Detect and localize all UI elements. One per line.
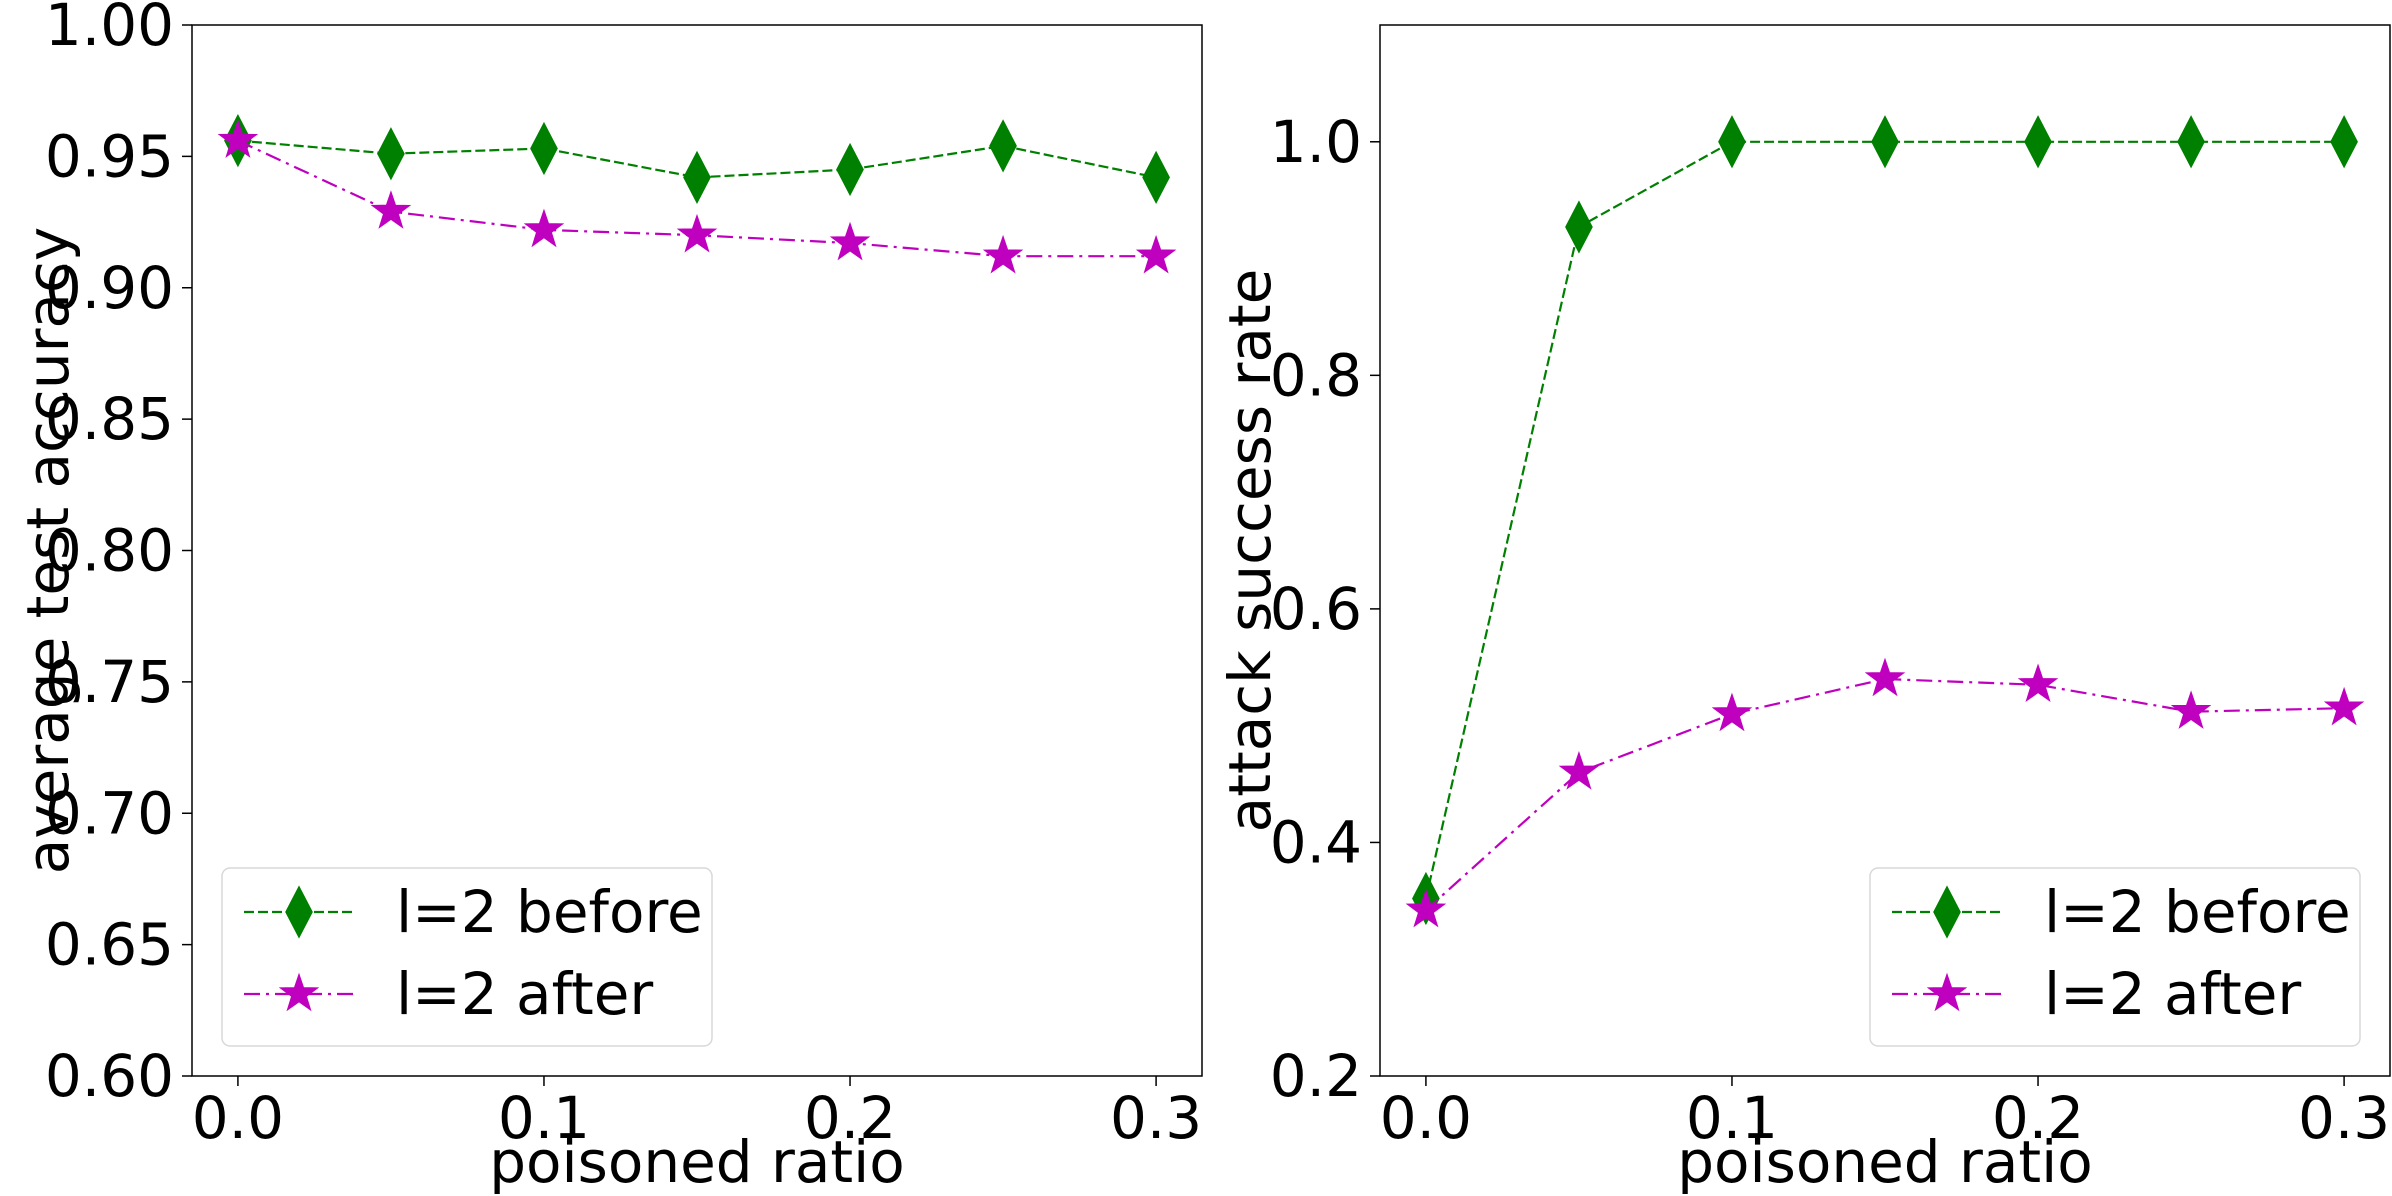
data-point <box>2330 115 2358 169</box>
data-point <box>2323 686 2365 726</box>
legend-label: l=2 before <box>396 878 703 946</box>
data-point <box>1565 200 1593 254</box>
data-point <box>2170 690 2212 729</box>
x-tick-label: 0.1 <box>498 1084 590 1152</box>
data-point <box>523 208 565 248</box>
y-tick-label: 0.90 <box>45 254 174 322</box>
y-axis-label: average test accuracy <box>14 227 82 874</box>
data-point <box>1718 115 1746 169</box>
data-point <box>370 190 412 229</box>
y-tick-label: 0.80 <box>45 517 174 585</box>
data-point <box>2017 663 2059 703</box>
data-point <box>1135 234 1177 274</box>
legend-label: l=2 after <box>396 960 653 1028</box>
y-tick-label: 0.70 <box>45 779 174 847</box>
x-tick-label: 0.3 <box>2298 1084 2390 1152</box>
y-tick-label: 0.8 <box>1270 341 1362 409</box>
y-tick-label: 0.60 <box>45 1042 174 1110</box>
plot-frame <box>1379 24 2391 1077</box>
x-tick-label: 0.2 <box>804 1084 896 1152</box>
x-axis-label: poisoned ratio <box>489 1128 905 1196</box>
data-point <box>377 127 405 181</box>
y-tick-label: 1.00 <box>45 0 174 59</box>
x-tick-label: 0.0 <box>192 1084 284 1152</box>
x-tick-label: 0.1 <box>1686 1084 1778 1152</box>
y-tick-label: 0.75 <box>45 648 174 716</box>
data-point <box>530 121 558 176</box>
y-tick-label: 0.95 <box>45 122 174 190</box>
data-point <box>982 234 1024 274</box>
legend-marker <box>278 972 320 1012</box>
data-point <box>1405 888 1447 928</box>
data-point <box>217 119 259 158</box>
legend-marker <box>1926 972 1968 1012</box>
legend: l=2 before l=2 after <box>221 867 713 1047</box>
data-point <box>829 221 871 261</box>
data-point <box>1711 692 1753 732</box>
data-point <box>1142 150 1170 205</box>
legend-marker <box>1933 885 1961 939</box>
x-tick-label: 0.2 <box>1992 1084 2084 1152</box>
x-axis-label: poisoned ratio <box>1677 1128 2093 1196</box>
data-point <box>1864 657 1906 697</box>
legend-marker <box>285 885 313 939</box>
y-tick-label: 1.0 <box>1270 108 1362 176</box>
legend: l=2 before l=2 after <box>1869 867 2361 1047</box>
y-tick-label: 0.6 <box>1270 575 1362 643</box>
data-point <box>676 213 718 253</box>
y-tick-label: 0.4 <box>1270 808 1362 876</box>
legend-label: l=2 after <box>2044 960 2301 1028</box>
chart-attack-success: 0.2 0.4 0.6 0.8 1.0 0.0 0.1 0.2 0.3 poisoned rati… <box>1216 24 2391 1196</box>
chart-accuracy: 0.60 0.65 0.70 0.75 0.80 0.85 0.90 0.95 1.00 0.0 0… <box>14 0 1203 1196</box>
data-point <box>836 142 864 197</box>
data-point <box>1871 115 1899 169</box>
legend-label: l=2 before <box>2044 878 2351 946</box>
y-tick-label: 0.85 <box>45 385 174 453</box>
y-tick-label: 0.2 <box>1270 1042 1362 1110</box>
y-axis-label: attack success rate <box>1216 269 1284 833</box>
data-point <box>2177 115 2205 169</box>
data-point <box>683 150 711 205</box>
data-point <box>1558 751 1600 790</box>
x-tick-label: 0.3 <box>1110 1084 1202 1152</box>
data-point <box>2024 115 2052 169</box>
y-tick-label: 0.65 <box>45 911 174 979</box>
data-point <box>989 119 1017 173</box>
x-tick-label: 0.0 <box>1380 1084 1472 1152</box>
